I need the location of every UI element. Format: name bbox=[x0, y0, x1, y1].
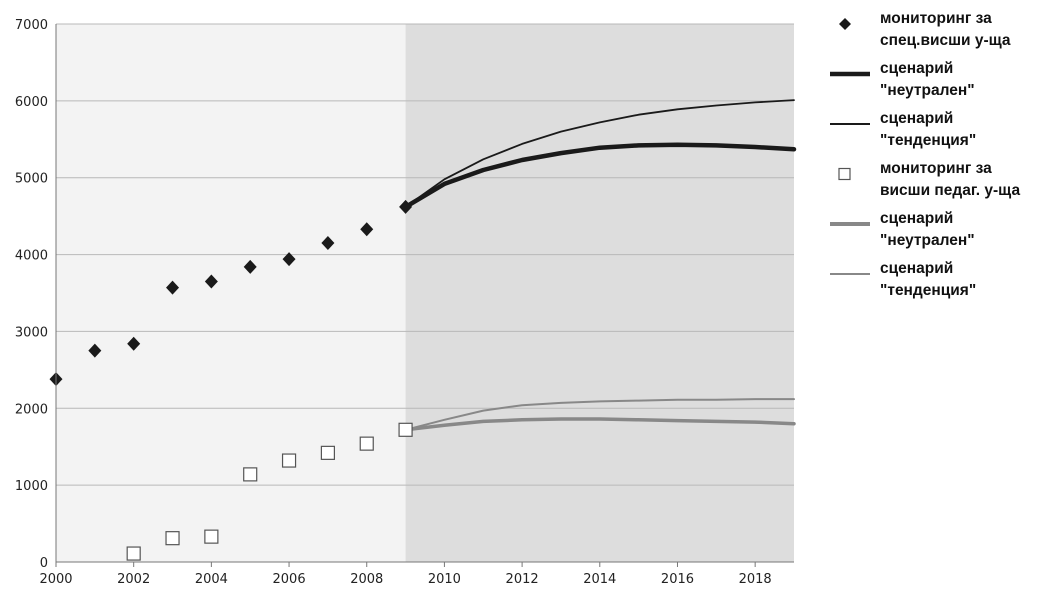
y-tick-label: 1000 bbox=[15, 479, 48, 494]
legend-item: мониторинг за висши педаг. у-ща bbox=[828, 158, 1046, 202]
x-tick-label: 2008 bbox=[350, 572, 383, 587]
series-line bbox=[403, 417, 796, 432]
y-tick-label: 4000 bbox=[15, 249, 48, 264]
x-tick-label: 2006 bbox=[273, 572, 306, 587]
square-marker bbox=[281, 453, 297, 468]
diamond-marker bbox=[204, 274, 218, 289]
x-tick-label: 2010 bbox=[428, 572, 461, 587]
y-tick-label: 0 bbox=[40, 556, 48, 571]
y-tick-label: 5000 bbox=[15, 172, 48, 187]
square-marker bbox=[243, 467, 258, 482]
chart: 0 1000 2000 3000 4000 5000 6000 7000 2000 2002 200… bbox=[15, 18, 797, 587]
legend-item: сценарий "тенденция" bbox=[828, 108, 1046, 152]
forecast-region bbox=[405, 24, 794, 562]
x-tick-label: 2002 bbox=[117, 572, 150, 587]
square-marker bbox=[320, 445, 335, 460]
legend-label: сценарий "неутрален" bbox=[880, 210, 975, 249]
square-marker bbox=[165, 531, 180, 546]
y-tick-label: 6000 bbox=[15, 95, 48, 110]
series-line bbox=[404, 398, 795, 431]
diamond-marker bbox=[321, 236, 335, 251]
y-tick-label: 3000 bbox=[15, 325, 48, 340]
legend-label: мониторинг за висши педаг. у-ща bbox=[880, 160, 1021, 199]
legend-item: мониторинг за спец.висши у-ща bbox=[828, 8, 1046, 52]
legend-item: сценарий "тенденция" bbox=[828, 258, 1046, 302]
legend-item: сценарий "неутрален" bbox=[828, 58, 1046, 102]
diamond-marker bbox=[399, 199, 413, 214]
x-tick-label: 2016 bbox=[661, 572, 694, 587]
x-tick-label: 2004 bbox=[195, 572, 228, 587]
legend-label: сценарий "тенденция" bbox=[880, 260, 977, 299]
legend-diamond-marker bbox=[839, 18, 851, 30]
y-tick-label: 2000 bbox=[15, 402, 48, 417]
x-tick-label: 2018 bbox=[739, 572, 772, 587]
legend-open-square-marker bbox=[838, 167, 851, 181]
legend-label: сценарий "тенденция" bbox=[880, 110, 977, 149]
diamond-marker bbox=[166, 280, 180, 295]
legend-thick-dark-line bbox=[830, 71, 870, 77]
diamond-marker bbox=[88, 343, 102, 358]
series-layer bbox=[49, 99, 797, 561]
legend-label: сценарий "неутрален" bbox=[880, 60, 975, 99]
axes: 0 1000 2000 3000 4000 5000 6000 7000 2000 2002 200… bbox=[15, 18, 794, 587]
series-line bbox=[403, 142, 797, 210]
square-marker bbox=[398, 422, 413, 437]
square-marker bbox=[359, 436, 374, 451]
history-region bbox=[56, 24, 406, 562]
legend-thick-gray-line bbox=[830, 222, 870, 226]
legend-label: мониторинг за спец.висши у-ща bbox=[880, 10, 1011, 49]
x-tick-label: 2014 bbox=[583, 572, 616, 587]
plot-background bbox=[56, 24, 794, 562]
series-line bbox=[404, 99, 795, 208]
square-marker bbox=[204, 529, 219, 544]
legend: мониторинг за спец.висши у-ща сценарий "… bbox=[828, 8, 1046, 308]
diamond-marker bbox=[127, 336, 141, 351]
diamond-marker bbox=[243, 259, 257, 274]
legend-item: сценарий "неутрален" bbox=[828, 208, 1046, 252]
diamond-marker bbox=[282, 252, 296, 267]
legend-thin-dark-line bbox=[830, 123, 870, 125]
square-marker bbox=[126, 546, 141, 561]
x-tick-label: 2000 bbox=[39, 572, 72, 587]
y-tick-label: 7000 bbox=[15, 18, 48, 33]
diamond-marker bbox=[360, 222, 374, 237]
legend-thin-gray-line bbox=[830, 273, 870, 275]
x-tick-label: 2012 bbox=[506, 572, 539, 587]
